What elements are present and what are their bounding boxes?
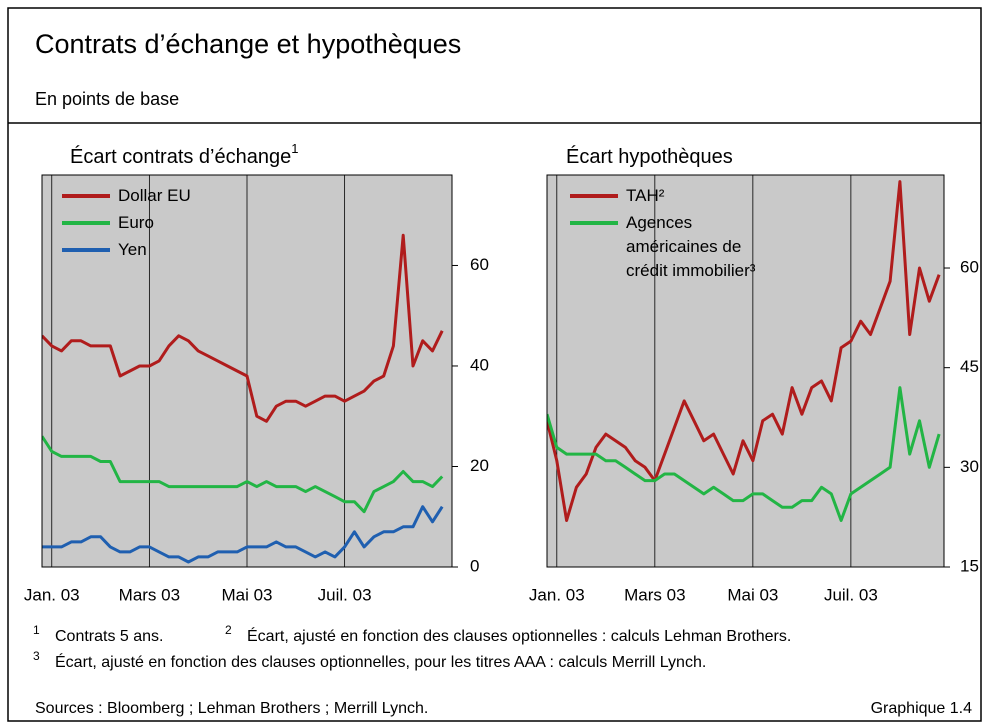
y-tick-label: 60 (470, 255, 489, 274)
y-tick-label: 15 (960, 556, 979, 575)
line-series (547, 386, 941, 522)
y-tick-label: 0 (470, 556, 479, 575)
legend-entry: Agences américaines de crédit immobilier… (570, 211, 785, 283)
legend-swatch (62, 221, 110, 225)
legend-swatch (570, 194, 618, 198)
legend-entry: Euro (62, 211, 262, 235)
y-tick-label: 40 (470, 355, 489, 374)
legend-entry: Yen (62, 238, 262, 262)
y-tick-label: 20 (470, 456, 489, 475)
footnote-mark: 1 (33, 623, 40, 637)
line-series (42, 505, 444, 564)
subtitle: En points de base (35, 89, 179, 109)
legend-entry: TAH² (570, 184, 785, 208)
chart-title-sup: 1 (291, 141, 298, 156)
chart-title: Écart hypothèques (566, 145, 733, 168)
chart-title-text: Écart hypothèques (566, 145, 733, 168)
line-series (547, 180, 941, 522)
x-tick-label: Mai 03 (221, 585, 272, 604)
x-tick-label: Mars 03 (624, 585, 685, 604)
footnote-text: Écart, ajusté en fonction des clauses op… (247, 626, 791, 645)
series-group (42, 233, 444, 564)
legend-label: Agences américaines de crédit immobilier… (626, 213, 756, 280)
frame (7, 7, 982, 722)
plot-border (546, 174, 945, 568)
footnote-text: Contrats 5 ans. (55, 628, 164, 645)
line-series (42, 435, 444, 514)
x-tick-label: Juil. 03 (318, 585, 372, 604)
line-series (42, 233, 444, 423)
chart-title-text: Écart contrats d’échange (70, 145, 291, 168)
x-tick-label: Jan. 03 (529, 585, 585, 604)
legend-label: Dollar EU (118, 186, 191, 205)
series-group (547, 180, 941, 522)
plot-border (41, 174, 453, 568)
x-tick-label: Jan. 03 (24, 585, 80, 604)
footnote-mark: 2 (225, 623, 232, 637)
legend-entry: Dollar EU (62, 184, 262, 208)
y-tick-label: 30 (960, 457, 979, 476)
legend-label: Euro (118, 213, 154, 232)
y-tick-label: 45 (960, 357, 979, 376)
figure-title: Contrats d’échange et hypothèques (35, 29, 461, 59)
chart-title: Écart contrats d’échange1 (70, 141, 298, 168)
legend-label: Yen (118, 240, 147, 259)
footnote-text: Écart, ajusté en fonction des clauses op… (55, 652, 706, 671)
x-tick-label: Juil. 03 (824, 585, 878, 604)
x-tick-label: Mars 03 (119, 585, 180, 604)
x-tick-label: Mai 03 (727, 585, 778, 604)
y-tick-label: 60 (960, 258, 979, 277)
legend-swatch (62, 194, 110, 198)
plot-area (547, 175, 944, 567)
legend-label: TAH² (626, 186, 665, 205)
sources: Sources : Bloomberg ; Lehman Brothers ; … (35, 700, 428, 717)
footnote-mark: 3 (33, 649, 40, 663)
legend-swatch (62, 248, 110, 252)
figure-label: Graphique 1.4 (871, 700, 973, 717)
legend-swatch (570, 221, 618, 225)
